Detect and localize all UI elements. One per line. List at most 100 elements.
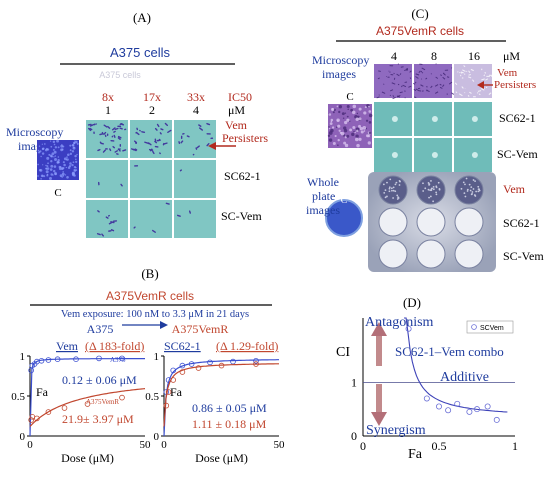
panel-a-letter: (A) [133,10,151,25]
control-cell [69,149,72,152]
control-c-cell [367,141,371,145]
control-cell [54,155,57,157]
control-c-cell [328,127,331,130]
cell-mark [206,122,211,126]
cell-mark [152,229,156,233]
control-cell [61,176,63,178]
y-axis-label: Fa [36,385,49,399]
control-cell [71,163,74,167]
chart-sc62: 0 0.5 1 0 50 Dose (μM) Fa SC62-1 (Δ 1.29-fold) 0.… [145,339,285,465]
fit-curve [163,359,279,437]
x-axis-label: Dose (μM) [195,451,248,465]
cell-mark [199,127,204,131]
cell-mark [469,91,472,94]
plate-colony [384,196,387,199]
fold-change: (Δ 1.29-fold) [216,339,278,353]
control-c-cell [368,110,372,113]
plate-colony [386,181,388,184]
control-cell [64,174,67,176]
data-point [84,401,91,407]
control-cell [41,143,43,145]
y-tick-label: 0 [20,431,26,443]
cell-mark [485,78,489,81]
control-c-cell [337,138,340,142]
data-point [34,415,40,422]
plate-colony [430,180,432,182]
panel-c-letter: (C) [411,6,428,21]
plate-colony [388,187,391,190]
control-cell [37,151,41,154]
cell-mark [114,127,119,131]
control-cell [69,144,72,147]
panel-c-wells [374,63,493,172]
plate-colony [466,188,469,191]
cell-mark [99,133,103,136]
additive-label: Additive [440,370,489,385]
series-label-a375: A375 [110,356,126,364]
control-cell [41,147,45,151]
ic50-label: IC50 [228,90,252,104]
cell-mark [107,125,111,129]
cell-mark [414,96,417,99]
control-c-cell [330,120,333,123]
plate-colony [430,189,432,191]
cell-mark [434,84,439,87]
control-cell [74,140,76,142]
plate-colony [389,178,392,181]
control-cell [52,140,56,144]
y-tick-label: 0.5 [145,391,159,403]
cell-mark [409,70,412,73]
cell-mark [154,140,158,144]
plate-colony [437,181,440,184]
plate-colony [422,182,424,185]
control-c-cell [358,107,362,111]
control-cell [75,166,77,169]
control-cell [61,172,65,176]
data-point [165,389,172,395]
plate-colony [466,190,469,192]
cell-mark [134,140,138,144]
plate-colony [469,189,472,192]
control-c-cell [357,115,360,119]
cell-mark [421,72,424,74]
control-c-cell [354,131,356,134]
cell-mark [434,91,439,94]
cell-mark [485,86,488,89]
cell-mark [402,84,407,88]
chart-title: SC62-1 [164,339,201,353]
control-c-cell [343,141,347,145]
cell-mark [405,67,408,70]
cell-mark [108,221,113,225]
control-cell [67,153,70,157]
well-a-r0-c2 [174,120,216,158]
cell-mark [102,149,106,153]
cell-mark [409,77,412,80]
cell-mark [136,132,140,136]
ci-point [405,325,412,332]
control-cell [73,174,76,177]
plate-colony [429,195,432,198]
dose-label-2: 2 [149,103,155,117]
cell-mark [96,233,101,236]
control-cell [48,176,52,180]
plate-colony [435,193,438,196]
arrow-up-shaft [376,334,382,366]
colony-spot [391,152,398,158]
cell-mark [111,127,116,131]
cell-mark [472,79,475,82]
cell-mark [159,132,162,135]
control-c-cell [344,112,347,114]
cell-mark [117,135,122,139]
data-point [195,365,202,371]
control-cell [40,178,42,180]
colony-spot [431,116,438,122]
plate-colony [388,186,391,189]
cell-mark [468,74,471,76]
cell-mark [461,86,464,89]
control-cell [53,143,56,146]
cell-mark [100,142,104,145]
well-a-r2-c2 [174,200,216,238]
plate-colony [468,183,471,186]
plate-colony [394,190,397,193]
cell-mark [450,92,455,95]
